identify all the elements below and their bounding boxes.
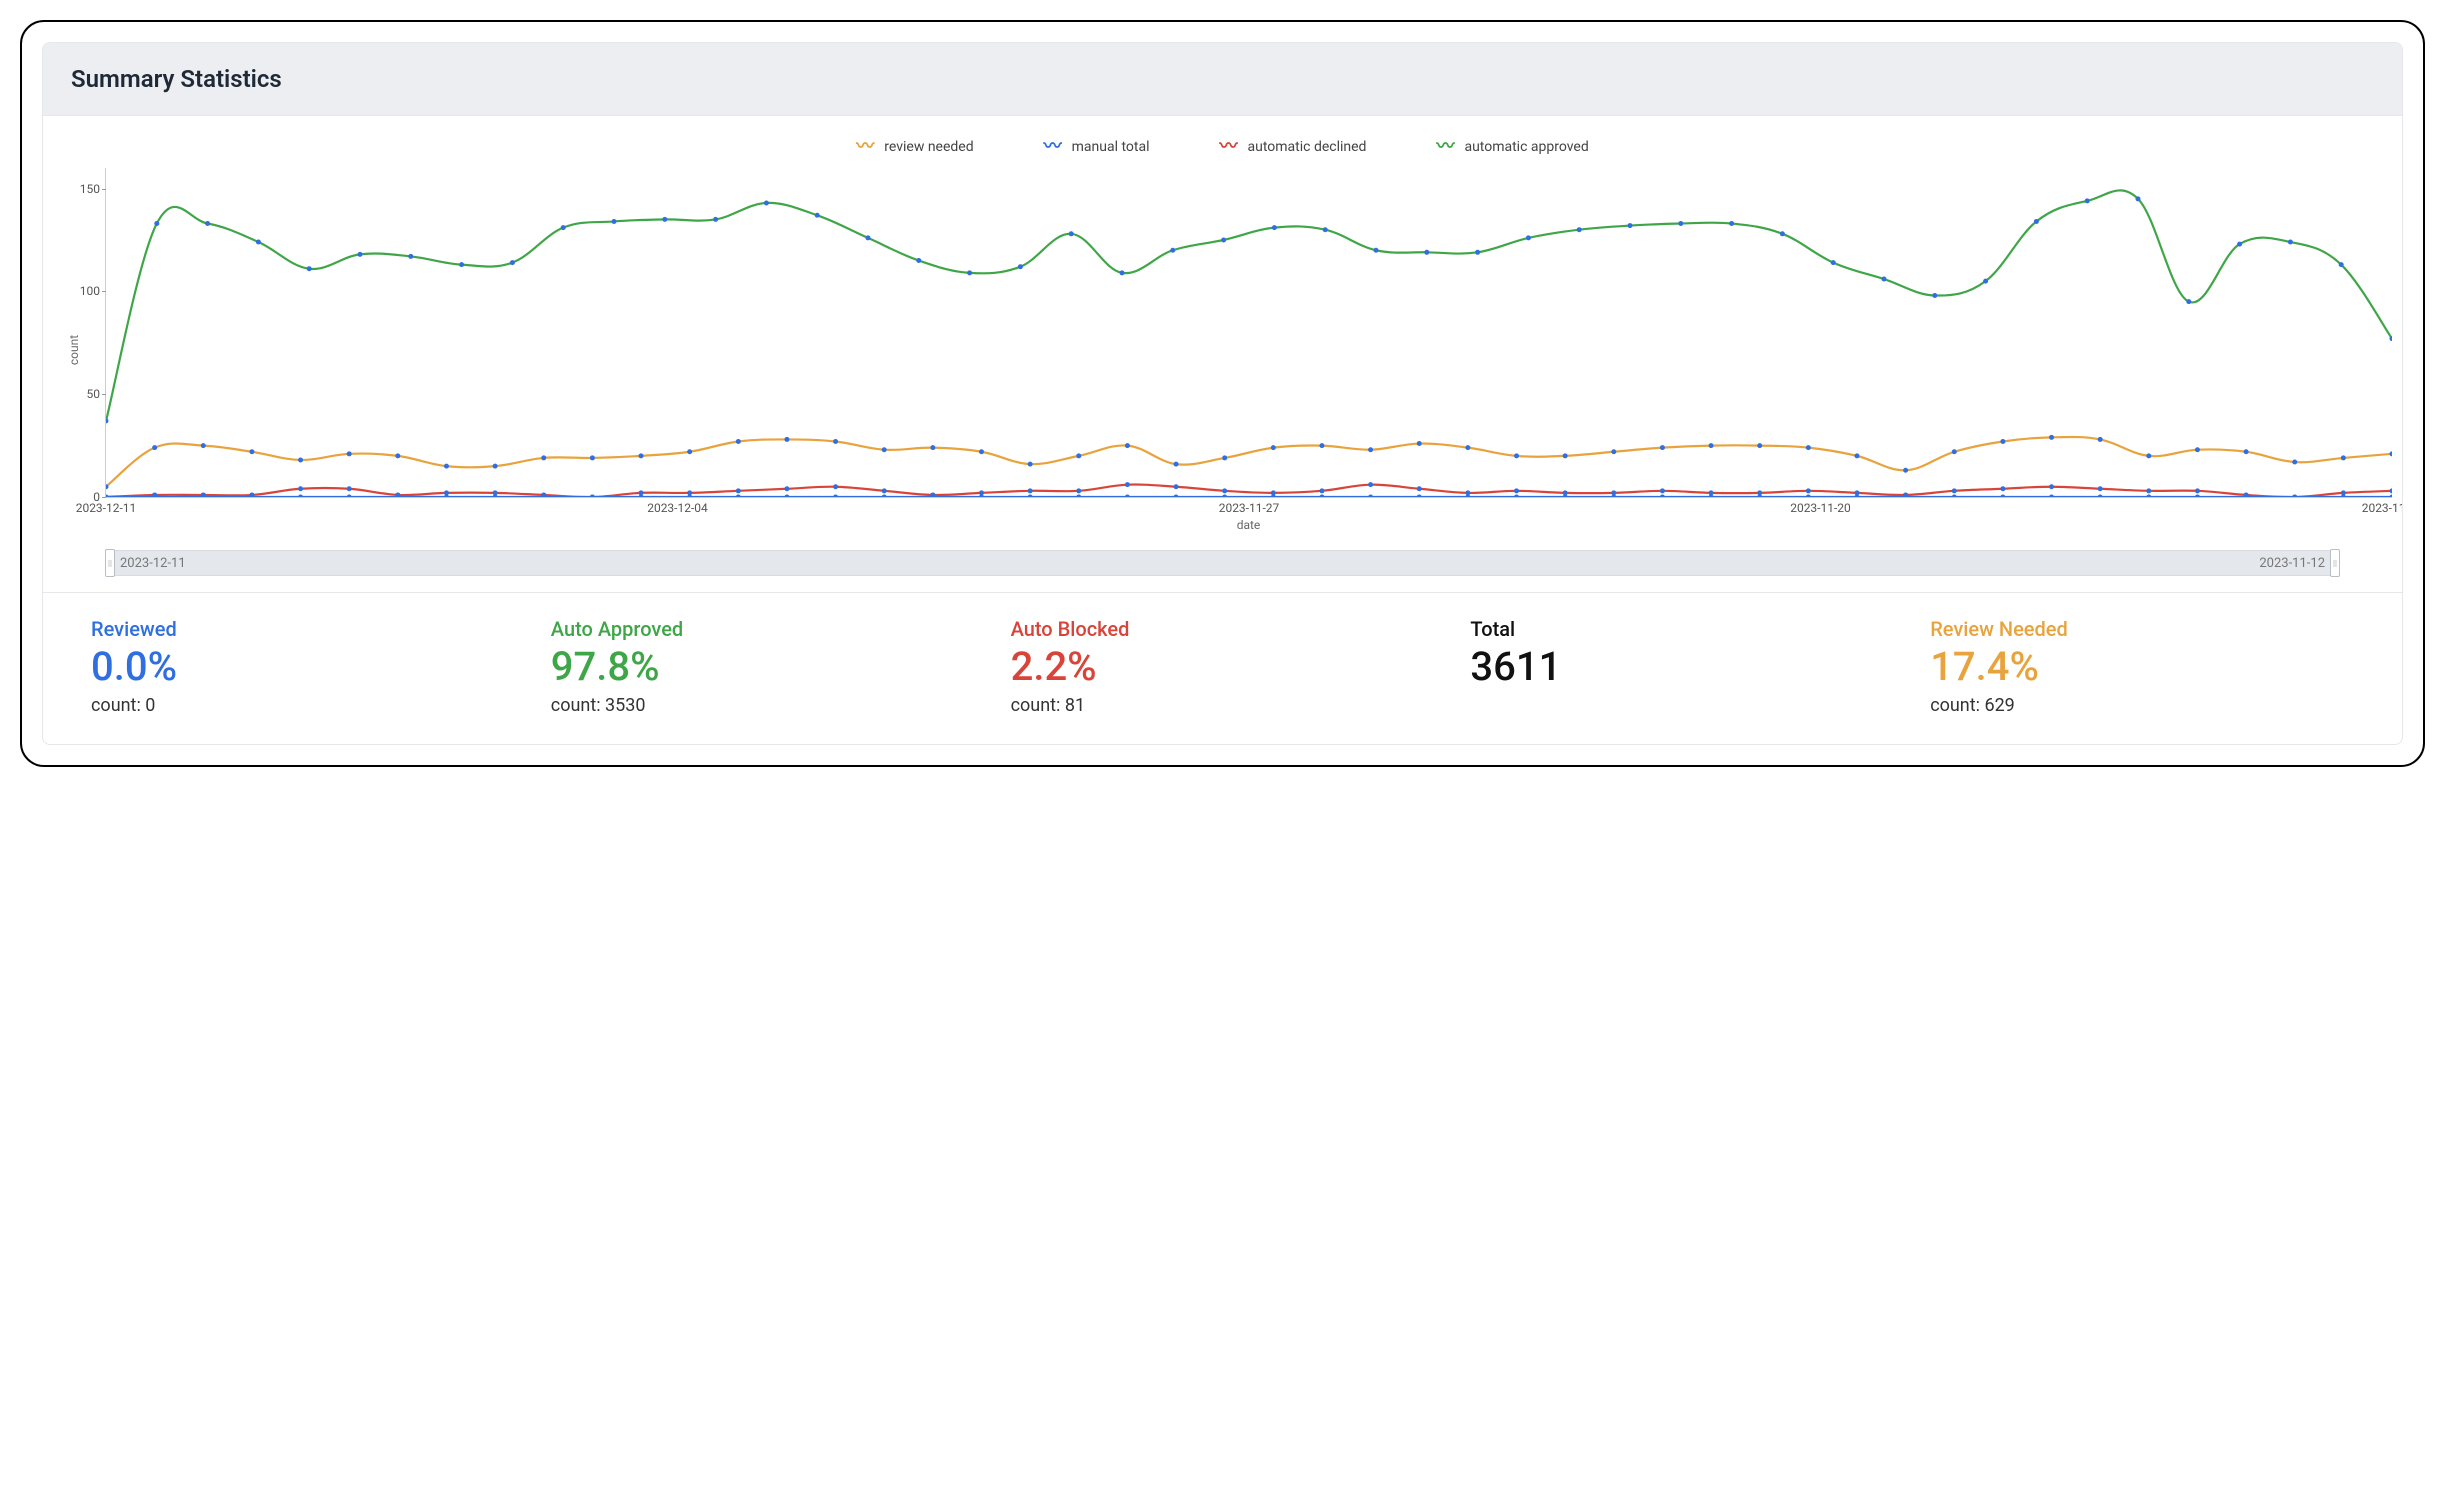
chart-region: 〰 review needed 〰 manual total 〰 automat… (43, 116, 2402, 592)
stat-value: 97.8% (551, 645, 975, 689)
legend-item-automatic-declined[interactable]: 〰 automatic declined (1220, 138, 1367, 156)
card-header: Summary Statistics (43, 43, 2402, 116)
x-tick-label: 2023-11-20 (1790, 501, 1851, 515)
range-end-label: 2023-11-12 (2259, 556, 2325, 571)
stat-count: count: 81 (1011, 695, 1435, 716)
x-tick-label: 2023-11-27 (1219, 501, 1280, 515)
stat-title: Review Needed (1930, 617, 2354, 641)
legend-item-review-needed[interactable]: 〰 review needed (856, 138, 973, 156)
y-axis-label: count (67, 335, 81, 365)
chart-svg (106, 168, 2392, 497)
stat-value: 2.2% (1011, 645, 1435, 689)
legend-swatch-icon: 〰 (856, 138, 874, 156)
stat-value: 17.4% (1930, 645, 2354, 689)
stat-value: 3611 (1470, 645, 1894, 689)
range-handle-right[interactable]: || (2330, 549, 2340, 577)
stat-review-needed: Review Needed 17.4% count: 629 (1912, 617, 2372, 716)
y-tick-label: 50 (60, 387, 100, 401)
x-tick-label: 2023-12-11 (76, 501, 137, 515)
range-start-label: 2023-12-11 (120, 556, 186, 571)
stat-auto-blocked: Auto Blocked 2.2% count: 81 (993, 617, 1453, 716)
summary-card: Summary Statistics 〰 review needed 〰 man… (42, 42, 2403, 745)
stat-title: Total (1470, 617, 1894, 641)
stat-count: count: 3530 (551, 695, 975, 716)
stat-count: count: 629 (1930, 695, 2354, 716)
legend-swatch-icon: 〰 (1436, 138, 1454, 156)
legend-label: automatic approved (1464, 139, 1588, 155)
x-tick-label: 2023-12-04 (647, 501, 708, 515)
y-tick-label: 150 (60, 182, 100, 196)
stat-total: Total 3611 (1452, 617, 1912, 716)
card-title: Summary Statistics (71, 65, 2374, 93)
range-handle-left[interactable]: || (105, 549, 115, 577)
chart-legend: 〰 review needed 〰 manual total 〰 automat… (53, 134, 2392, 168)
stat-count: count: 0 (91, 695, 515, 716)
stat-value: 0.0% (91, 645, 515, 689)
x-tick-label: 2023-11-13 (2362, 501, 2403, 515)
legend-item-manual-total[interactable]: 〰 manual total (1044, 138, 1150, 156)
y-tick-label: 100 (60, 284, 100, 298)
chart-plot-area[interactable]: 0501001502023-12-112023-12-042023-11-272… (105, 168, 2392, 498)
chart-wrap: count 0501001502023-12-112023-12-042023-… (53, 168, 2392, 532)
outer-frame: Summary Statistics 〰 review needed 〰 man… (20, 20, 2425, 767)
legend-label: review needed (884, 139, 973, 155)
legend-item-automatic-approved[interactable]: 〰 automatic approved (1436, 138, 1588, 156)
range-slider[interactable]: || 2023-12-11 2023-11-12 || (105, 550, 2340, 576)
legend-label: manual total (1072, 139, 1150, 155)
stat-title: Auto Blocked (1011, 617, 1435, 641)
stat-reviewed: Reviewed 0.0% count: 0 (73, 617, 533, 716)
legend-swatch-icon: 〰 (1220, 138, 1238, 156)
legend-label: automatic declined (1248, 139, 1367, 155)
stat-auto-approved: Auto Approved 97.8% count: 3530 (533, 617, 993, 716)
legend-swatch-icon: 〰 (1044, 138, 1062, 156)
stat-title: Reviewed (91, 617, 515, 641)
stats-row: Reviewed 0.0% count: 0 Auto Approved 97.… (43, 592, 2402, 744)
stat-title: Auto Approved (551, 617, 975, 641)
